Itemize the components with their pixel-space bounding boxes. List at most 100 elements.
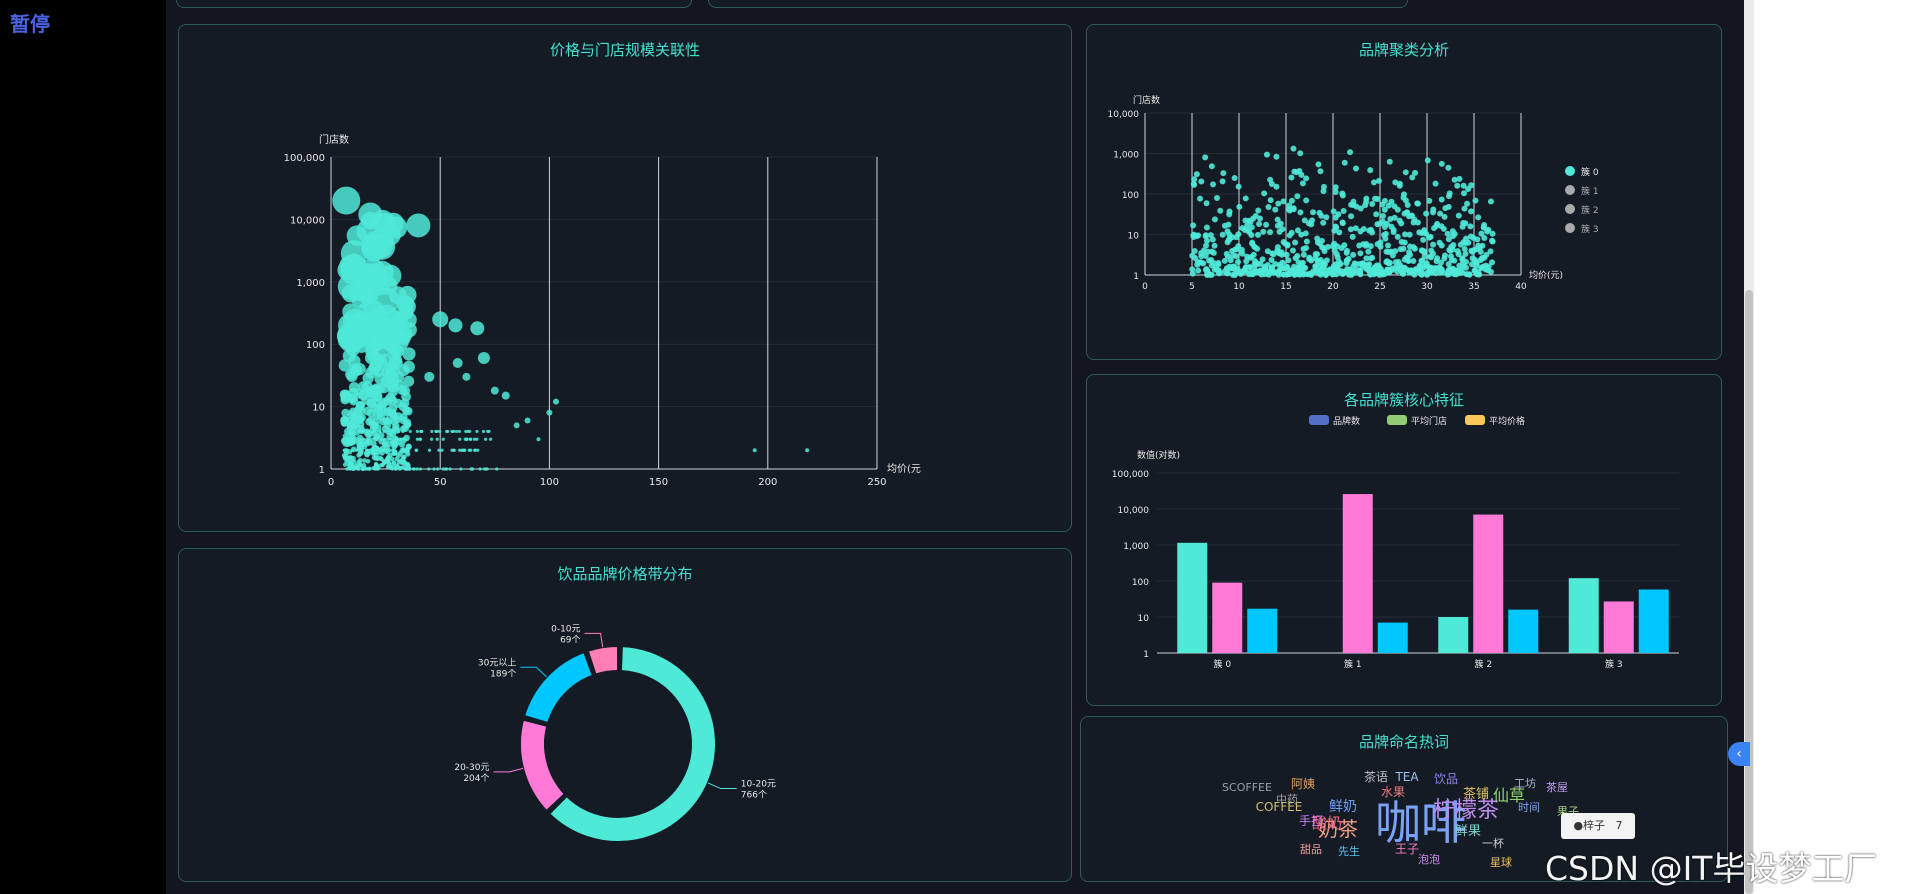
scatter-point (1252, 212, 1259, 219)
scatter-point (373, 462, 379, 468)
scatter-point (415, 429, 419, 434)
scatter-point (1230, 265, 1237, 272)
scatter-point (1210, 249, 1217, 256)
x-tick-label: 20 (1327, 282, 1339, 292)
scatter-point (1408, 267, 1415, 274)
bar (1473, 514, 1504, 653)
scatter-point (382, 417, 391, 425)
scatter-point (432, 311, 449, 328)
price-scale-chart[interactable]: 100,000 10,000 1,000 100 10 10 50 100 150 200 250 门… (179, 51, 1071, 531)
scatter-point (1420, 236, 1427, 243)
label-line (520, 666, 547, 678)
scatter-point (1274, 222, 1281, 229)
scatter-point (1202, 154, 1209, 161)
scatter-point (1373, 211, 1380, 218)
scatter-point (1468, 208, 1475, 215)
panel-title: 品牌命名热词 (1358, 733, 1449, 751)
x-tick-label: 25 (1374, 282, 1385, 292)
scatter-point (484, 437, 488, 441)
scatter-point (344, 459, 349, 464)
cluster-chart[interactable]: 10,000 1,000 100 10 10 5 10 15 20 25 30 35 40 门店数均价(元… (1087, 51, 1721, 357)
scatter-point (1467, 223, 1474, 230)
scatter-point (395, 437, 399, 441)
scatter-point (346, 225, 368, 246)
scatter-point (1445, 261, 1452, 268)
scatter-point (400, 311, 417, 328)
scatter-point (384, 448, 388, 452)
tooltip-label: ●梓子 (1573, 819, 1606, 832)
slice-name: 10-20元 (741, 780, 776, 790)
scatter-point (1204, 237, 1211, 244)
scatter-point (1246, 228, 1253, 235)
scatter-point (359, 463, 364, 468)
scatter-point (1263, 221, 1270, 228)
scatter-point (1315, 161, 1322, 168)
scatter-point (1366, 227, 1373, 234)
scatter-point (348, 381, 360, 393)
label-line (707, 782, 737, 790)
scatter-point (1254, 261, 1261, 268)
scatter-point (1478, 264, 1485, 271)
scatter-point (1448, 256, 1455, 263)
scatter-point (1224, 228, 1231, 235)
scatter-point (389, 438, 396, 446)
watermark: CSDN @IT毕设梦工厂 (1545, 849, 1878, 888)
scatter-point (1273, 153, 1280, 160)
scatter-point (1336, 229, 1343, 236)
scatter-point (1445, 164, 1452, 171)
scatter-point (342, 308, 369, 335)
scatter-point (400, 398, 410, 408)
scatter-point (1425, 264, 1432, 271)
y-axis-title: 门店数 (319, 133, 349, 146)
scatter-point (1189, 266, 1196, 273)
scatter-point (1294, 253, 1301, 260)
scatter-point (450, 448, 454, 452)
scatter-point (1363, 198, 1370, 205)
wordcloud-word: 泡泡 (1418, 852, 1440, 866)
legend-swatch (1465, 415, 1485, 425)
y-tick-label: 100 (1132, 578, 1149, 588)
page-margin (1754, 0, 1910, 894)
scatter-point (342, 448, 346, 452)
x-axis-title: 均价(元 (887, 463, 921, 475)
slice-count: 69个 (560, 634, 580, 645)
scatter-point (1230, 252, 1237, 259)
scatter-point (391, 429, 395, 434)
scatter-point (1489, 259, 1496, 266)
scrollbar-thumb[interactable] (1745, 290, 1753, 894)
scatter-point (1401, 210, 1408, 217)
scatter-point (1357, 267, 1364, 274)
x-tick-label: 30 (1421, 282, 1433, 292)
scatter-point (1279, 259, 1286, 266)
bar (1603, 601, 1634, 653)
scatter-point (1451, 176, 1458, 183)
scatter-point (382, 429, 386, 434)
scatter-point (348, 467, 352, 471)
scatter-point (1244, 253, 1251, 260)
scatter-point (1381, 206, 1388, 213)
legend-label: 簇 2 (1581, 204, 1599, 216)
scatter-point (1331, 240, 1338, 247)
scatter-point (379, 456, 384, 462)
scatter-point (1438, 160, 1445, 167)
scatter-point (366, 437, 371, 441)
scatter-point (403, 375, 415, 387)
scatter-point (403, 406, 413, 416)
scatter-point (1276, 267, 1283, 274)
chevron-left-icon[interactable]: ‹ (1728, 742, 1750, 766)
scatter-point (1476, 244, 1483, 251)
x-tick-label: 簇 2 (1474, 658, 1492, 670)
scatter-point (1332, 184, 1339, 191)
pause-label[interactable]: 暂停 (10, 12, 50, 36)
scatter-point (404, 448, 408, 452)
scatter-point (1200, 247, 1207, 254)
scatter-point (379, 437, 383, 441)
scatter-point (403, 418, 412, 427)
scatter-point (1235, 258, 1242, 265)
scatter-point (1339, 190, 1346, 197)
wordcloud-word: 酸奶 (1312, 814, 1342, 832)
y-tick-label: 10 (312, 403, 325, 414)
